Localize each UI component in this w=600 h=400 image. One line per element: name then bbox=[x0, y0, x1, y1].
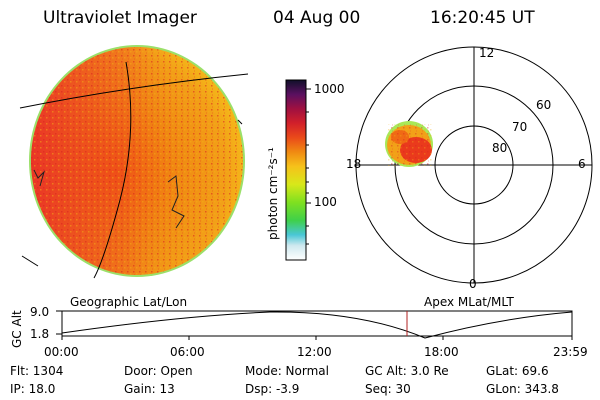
colorbar bbox=[285, 79, 311, 261]
time-label: 16:20:45 UT bbox=[430, 8, 535, 28]
alt-xtick-1200: 12:00 bbox=[297, 345, 332, 359]
mlt-label-18: 18 bbox=[346, 157, 362, 171]
mlat-label-80: 80 bbox=[492, 141, 508, 155]
alt-xtick-1800: 18:00 bbox=[424, 345, 459, 359]
alt-xtick-0600: 06:00 bbox=[170, 345, 205, 359]
status-gain: Gain: 13 bbox=[124, 382, 175, 396]
status-dsp: Dsp: -3.9 bbox=[245, 382, 300, 396]
colorbar-unit-label: photon cm⁻²s⁻¹ bbox=[266, 147, 280, 240]
mlt-label-0: 0 bbox=[469, 277, 477, 291]
status-ip: IP: 18.0 bbox=[10, 382, 56, 396]
mlt-label-6: 6 bbox=[578, 157, 586, 171]
mlt-label-12: 12 bbox=[479, 46, 495, 60]
instrument-title: Ultraviolet Imager bbox=[43, 8, 197, 28]
date-label: 04 Aug 00 bbox=[273, 8, 361, 28]
status-gc-alt: GC Alt: 3.0 Re bbox=[365, 364, 449, 378]
status-seq: Seq: 30 bbox=[365, 382, 411, 396]
mlat-label-70: 70 bbox=[512, 120, 528, 134]
auroral-oval bbox=[385, 121, 433, 167]
altitude-plot bbox=[56, 310, 573, 340]
status-glat: GLat: 69.6 bbox=[486, 364, 549, 378]
status-door: Door: Open bbox=[124, 364, 193, 378]
apex-label: Apex MLat/MLT bbox=[424, 295, 514, 309]
colorbar-tick-100: 100 bbox=[314, 195, 337, 209]
colorbar-tick-1000: 1000 bbox=[314, 82, 345, 96]
status-glon: GLon: 343.8 bbox=[486, 382, 559, 396]
geographic-label: Geographic Lat/Lon bbox=[70, 295, 188, 309]
alt-ylabel: GC Alt bbox=[10, 310, 24, 348]
alt-ytick-9: 9.0 bbox=[30, 305, 50, 319]
geographic-grid bbox=[19, 61, 249, 279]
earth-disk-image bbox=[29, 45, 245, 277]
alt-xtick-0000: 00:00 bbox=[44, 345, 79, 359]
status-flt: Flt: 1304 bbox=[10, 364, 64, 378]
mlat-label-60: 60 bbox=[536, 98, 552, 112]
alt-xtick-2359: 23:59 bbox=[553, 345, 588, 359]
alt-ytick-1.8: 1.8 bbox=[30, 327, 50, 341]
status-mode: Mode: Normal bbox=[245, 364, 329, 378]
